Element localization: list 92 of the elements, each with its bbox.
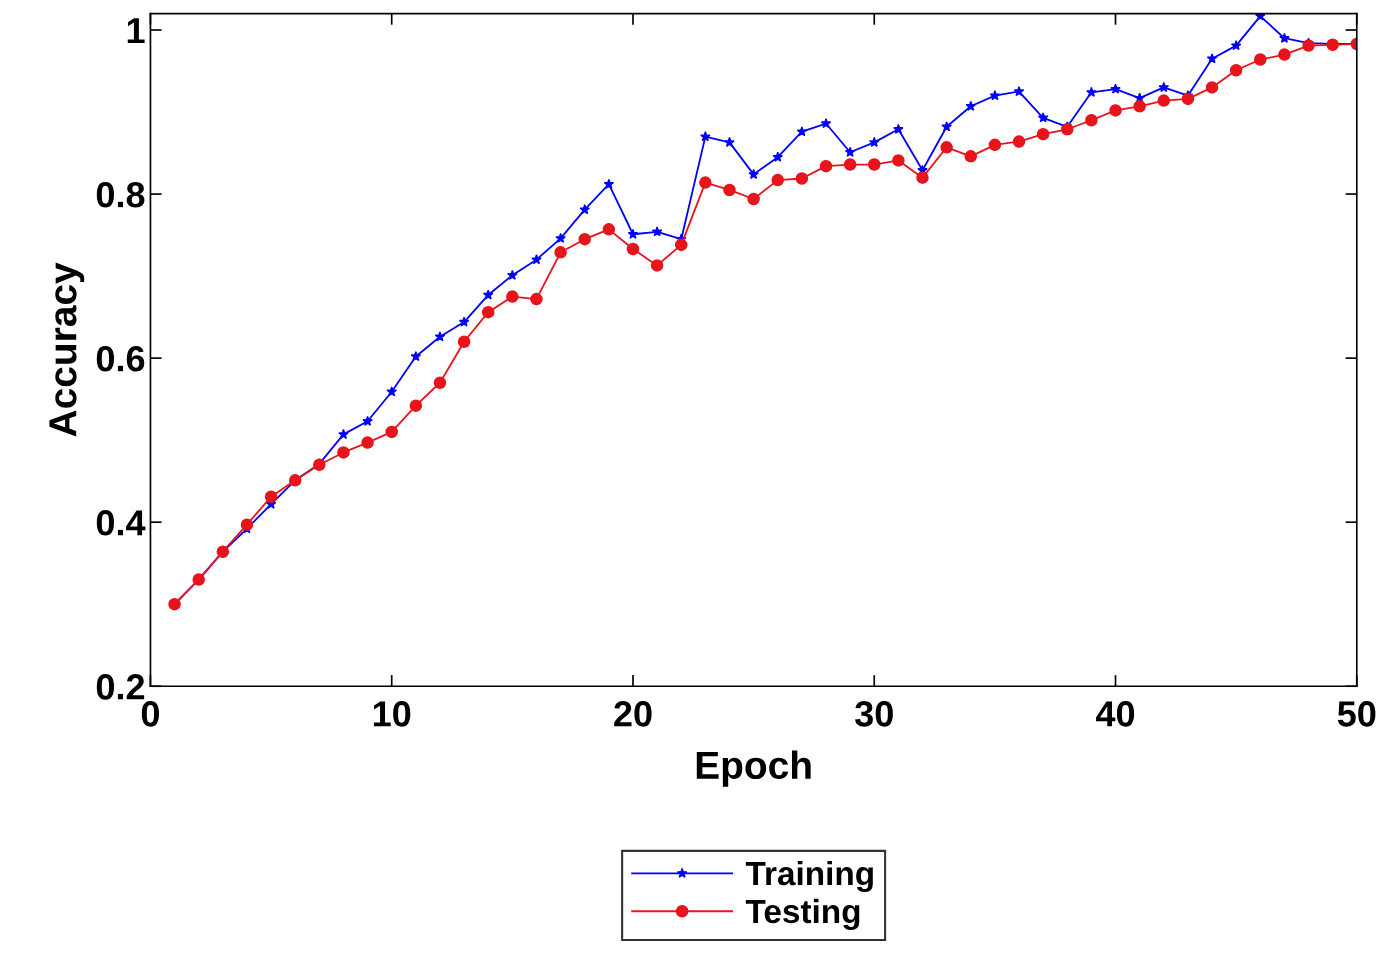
point — [964, 150, 978, 163]
point — [1110, 83, 1121, 94]
point — [893, 123, 904, 134]
x-tick-label: 50 — [1337, 701, 1376, 727]
point — [892, 154, 905, 167]
point — [772, 151, 784, 162]
point — [988, 138, 1002, 152]
point — [868, 136, 880, 148]
point — [1037, 112, 1049, 123]
point — [386, 386, 398, 397]
point — [337, 446, 350, 459]
x-tick-label: 10 — [373, 701, 411, 727]
point — [627, 228, 639, 239]
point — [700, 131, 711, 142]
point — [1157, 94, 1171, 107]
point — [867, 158, 881, 171]
point — [555, 232, 566, 243]
point — [1086, 86, 1097, 97]
point — [602, 223, 616, 236]
point — [409, 399, 423, 412]
point — [1181, 92, 1195, 106]
point — [433, 376, 447, 389]
point — [989, 90, 1001, 101]
point — [1254, 53, 1267, 66]
point — [457, 335, 471, 348]
point — [1230, 40, 1242, 51]
point — [1013, 85, 1025, 97]
point — [820, 117, 832, 129]
point — [458, 316, 470, 327]
point — [965, 100, 977, 111]
y-tick-label: 1 — [127, 18, 145, 44]
point — [506, 290, 519, 303]
point — [578, 232, 591, 246]
x-axis-title: Epoch — [696, 750, 811, 787]
point — [434, 331, 446, 342]
point — [747, 192, 760, 206]
legend-label: Training — [745, 860, 873, 893]
point — [481, 305, 495, 319]
point — [916, 171, 929, 184]
point — [651, 226, 663, 237]
point — [1012, 135, 1026, 148]
point — [1206, 53, 1218, 64]
point — [507, 269, 518, 280]
x-tick-label: 40 — [1095, 701, 1135, 727]
y-tick-label: 0.2 — [96, 674, 145, 700]
point — [1158, 81, 1170, 93]
point — [361, 436, 374, 449]
point — [843, 158, 857, 171]
point — [531, 254, 542, 265]
point — [650, 259, 664, 272]
y-tick-label: 0.6 — [96, 345, 145, 372]
point — [1109, 104, 1122, 117]
point — [554, 246, 567, 259]
x-tick-label: 20 — [614, 701, 652, 727]
point — [819, 159, 833, 173]
point — [482, 289, 494, 300]
point — [385, 425, 398, 439]
point — [795, 172, 809, 185]
legend-label: Testing — [745, 898, 860, 930]
point — [1061, 123, 1074, 136]
point — [240, 518, 254, 531]
point — [362, 415, 373, 426]
point — [724, 136, 735, 148]
point — [1205, 81, 1219, 94]
point — [603, 178, 615, 189]
point — [674, 238, 688, 252]
point — [626, 242, 640, 256]
point — [1278, 48, 1291, 61]
point — [723, 183, 736, 197]
point — [796, 126, 808, 137]
x-tick-label: 30 — [855, 701, 893, 727]
point — [1133, 100, 1146, 113]
point — [530, 292, 543, 306]
point — [1036, 127, 1050, 141]
point — [940, 141, 953, 154]
y-tick-label: 0.4 — [96, 510, 146, 536]
y-axis-title: Accuracy — [49, 262, 85, 437]
point — [844, 146, 856, 157]
point — [1279, 32, 1290, 43]
y-tick-label: 0.8 — [96, 181, 145, 208]
point — [579, 204, 591, 215]
x-tick-label: 0 — [141, 701, 160, 727]
point — [771, 173, 784, 187]
point — [699, 176, 712, 189]
point — [264, 490, 278, 503]
point — [748, 168, 759, 180]
point — [338, 428, 349, 440]
point — [1229, 63, 1243, 77]
point — [410, 350, 422, 362]
point — [941, 121, 952, 132]
point — [1085, 113, 1098, 127]
point — [1302, 39, 1315, 52]
